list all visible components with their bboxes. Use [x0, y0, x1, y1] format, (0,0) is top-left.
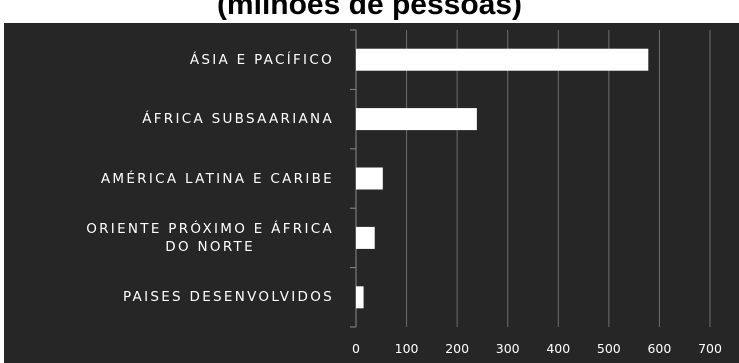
- x-tick-label: 700: [698, 341, 722, 356]
- category-label: ORIENTE PRÓXIMO E ÁFRICA DO NORTE: [86, 220, 334, 255]
- x-tick-label: 600: [647, 341, 672, 356]
- category-label: ÁSIA E PACÍFICO: [189, 51, 334, 68]
- category-label: PAISES DESENVOLVIDOS: [122, 289, 334, 306]
- category-label: AMÉRICA LATINA E CARIBE: [100, 170, 334, 187]
- bar: [356, 167, 383, 190]
- category-label: ÁFRICA SUBSAARIANA: [142, 111, 334, 128]
- x-tick-label: 200: [445, 341, 470, 356]
- bar: [356, 286, 364, 309]
- x-tick-label: 300: [495, 341, 520, 356]
- bar: [356, 108, 477, 131]
- x-tick-label: 500: [596, 341, 621, 356]
- x-tick-label: 0: [352, 341, 360, 356]
- x-tick-label: 100: [394, 341, 419, 356]
- bar: [356, 226, 375, 249]
- chart-area: [4, 23, 739, 363]
- bar: [356, 48, 649, 71]
- x-tick-label: 400: [546, 341, 571, 356]
- chart-title: (milhões de pessoas): [216, 0, 523, 21]
